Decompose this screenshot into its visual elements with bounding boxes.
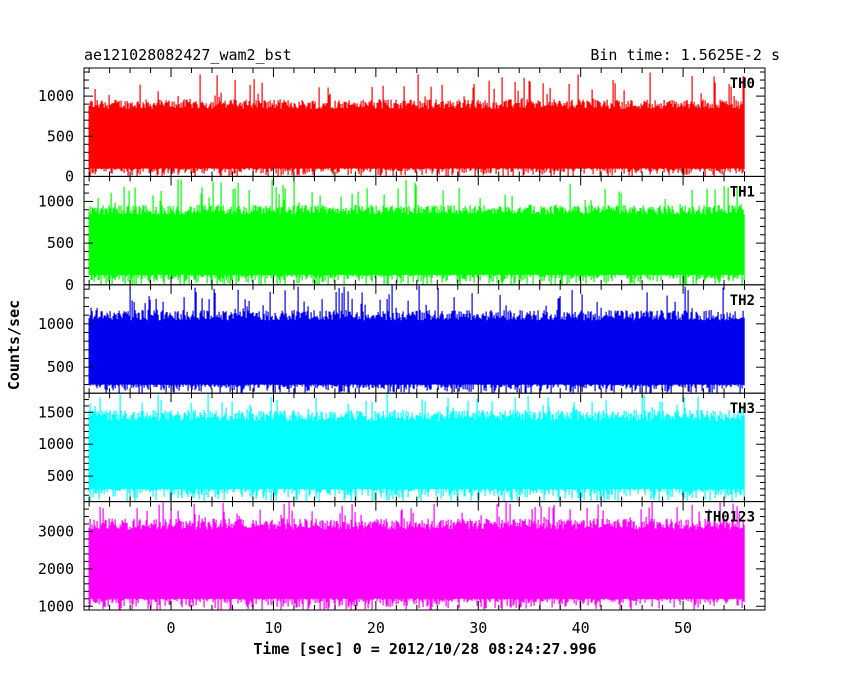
y-tick-label: 3000 xyxy=(38,523,74,541)
y-axis-th0: 0 500 1000 xyxy=(38,71,765,185)
y-axis-label: Counts/sec xyxy=(5,300,23,390)
y-tick-label: 500 xyxy=(47,127,74,145)
y-tick-label: 1000 xyxy=(38,597,74,615)
x-tick-label: 10 xyxy=(264,619,282,637)
panel-th3: 500 1000 1500 TH3 xyxy=(38,392,766,503)
series-th2-line xyxy=(88,285,745,394)
panels-group: 05001000TH005001000TH15001000TH250010001… xyxy=(38,67,766,615)
series-th0-line xyxy=(88,72,745,177)
x-ticks-th0123 xyxy=(88,501,766,610)
x-tick-label: 40 xyxy=(572,619,590,637)
series-th3-line xyxy=(88,393,745,502)
y-tick-label: 1500 xyxy=(38,403,74,421)
chart-title-right: Bin time: 1.5625E-2 s xyxy=(590,46,780,64)
y-tick-label: 1000 xyxy=(38,192,74,210)
x-tick-label: 0 xyxy=(167,619,176,637)
panel-th2: 500 1000 TH2 xyxy=(38,284,766,394)
x-tick-label: 30 xyxy=(469,619,487,637)
series-th1-line xyxy=(88,179,745,285)
y-tick-label: 1000 xyxy=(38,435,74,453)
x-axis-label: Time [sec] 0 = 2012/10/28 08:24:27.996 xyxy=(253,640,596,658)
legend-th2: TH2 xyxy=(730,293,755,309)
y-tick-label: 500 xyxy=(47,467,74,485)
chart-title-left: ae121028082427_wam2_bst xyxy=(84,46,292,64)
y-tick-label: 0 xyxy=(65,276,74,294)
panel-frame xyxy=(83,501,766,611)
legend-th3: TH3 xyxy=(730,401,755,417)
y-tick-label: 500 xyxy=(47,234,74,252)
y-axis-th3: 500 1000 1500 xyxy=(38,399,765,496)
legend-th1: TH1 xyxy=(730,184,755,200)
y-tick-label: 1000 xyxy=(38,87,74,105)
x-axis: 0 10 20 30 40 50 xyxy=(167,619,693,637)
panel-th0123: 1000 2000 3000 TH0123 xyxy=(38,501,766,615)
x-tick-label: 50 xyxy=(674,619,692,637)
series-th0123-line xyxy=(88,501,745,611)
y-tick-label: 0 xyxy=(65,167,74,185)
y-axis-th1: 0 500 1000 xyxy=(38,184,765,294)
legend-th0123: TH0123 xyxy=(704,510,755,526)
legend-th0: TH0 xyxy=(730,76,755,92)
y-tick-label: 2000 xyxy=(38,560,74,578)
panel-th1: 0 500 1000 TH1 xyxy=(38,175,766,294)
x-tick-label: 20 xyxy=(367,619,385,637)
x-ticks-th0 xyxy=(88,68,766,177)
y-axis-th2: 500 1000 xyxy=(38,288,765,386)
y-axis-th0123: 1000 2000 3000 xyxy=(38,508,765,615)
panel-th0: 0 500 1000 TH0 xyxy=(38,67,766,185)
y-tick-label: 1000 xyxy=(38,315,74,333)
y-tick-label: 500 xyxy=(47,358,74,376)
x-ticks-th2 xyxy=(88,284,766,394)
x-ticks-th3 xyxy=(88,393,766,502)
x-ticks-th1 xyxy=(88,176,766,285)
